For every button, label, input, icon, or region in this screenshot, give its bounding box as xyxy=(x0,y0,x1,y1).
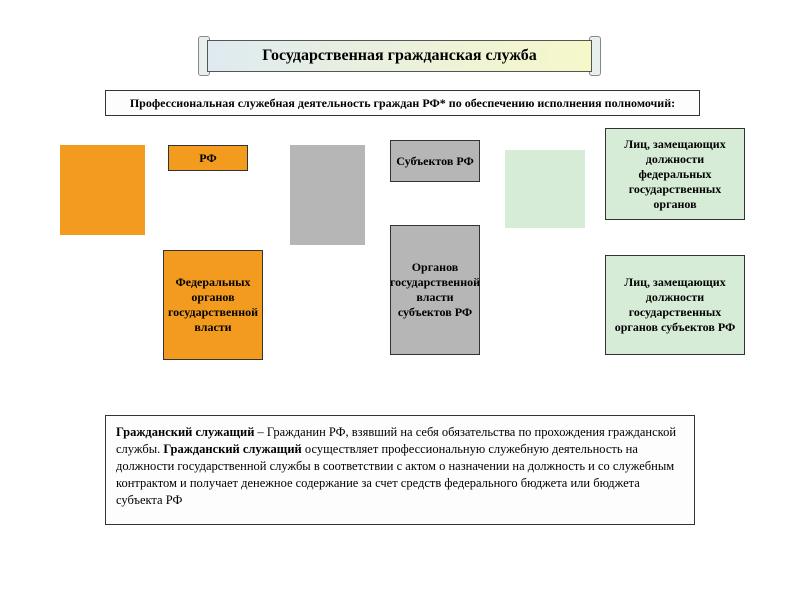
definition-box: Гражданский служащий – Гражданин РФ, взя… xyxy=(105,415,695,525)
title-text: Государственная гражданская служба xyxy=(262,47,537,65)
subtitle-text: Профессиональная служебная деятельность … xyxy=(130,96,675,111)
col3-top-box: Лиц, замещающих должности федеральных го… xyxy=(605,128,745,220)
col2-top-box: Субъектов РФ xyxy=(390,140,480,182)
col2-bottom-box: Органов государственной власти субъектов… xyxy=(390,225,480,355)
col2-color-block xyxy=(290,145,365,245)
col1-bottom-box: Федеральных органов государственной влас… xyxy=(163,250,263,360)
diagram-subtitle: Профессиональная служебная деятельность … xyxy=(105,90,700,116)
definition-term2: Гражданский служащий xyxy=(163,442,301,456)
col3-color-block xyxy=(505,150,585,228)
col3-bottom-text: Лиц, замещающих должности государственны… xyxy=(610,275,740,335)
definition-term1: Гражданский служащий xyxy=(116,425,254,439)
col1-top-text: РФ xyxy=(199,151,216,166)
col2-top-text: Субъектов РФ xyxy=(396,154,474,169)
col1-color-block xyxy=(60,145,145,235)
col3-top-text: Лиц, замещающих должности федеральных го… xyxy=(610,137,740,212)
col1-top-box: РФ xyxy=(168,145,248,171)
col2-bottom-text: Органов государственной власти субъектов… xyxy=(390,260,480,320)
diagram-title: Государственная гражданская служба xyxy=(207,40,592,72)
col3-bottom-box: Лиц, замещающих должности государственны… xyxy=(605,255,745,355)
col1-bottom-text: Федеральных органов государственной влас… xyxy=(168,275,258,335)
